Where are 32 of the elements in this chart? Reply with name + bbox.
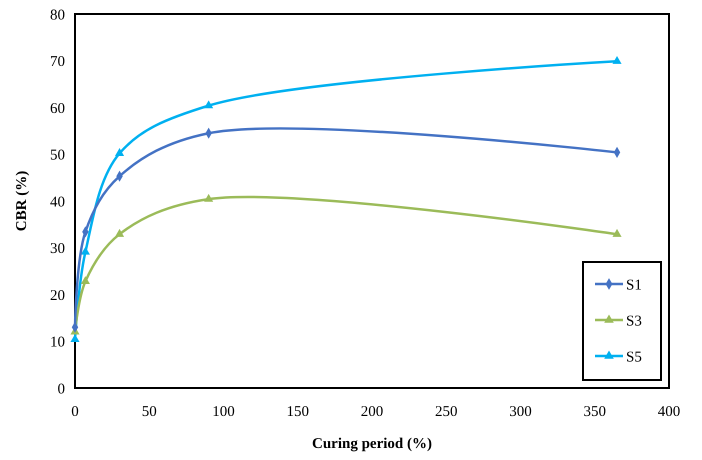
point xyxy=(204,194,214,202)
y-tick-label: 10 xyxy=(50,334,65,350)
y-tick-label: 40 xyxy=(50,194,65,210)
y-tick-label: 60 xyxy=(50,100,65,117)
point xyxy=(114,148,124,156)
point xyxy=(80,246,90,255)
point xyxy=(80,276,90,284)
x-tick-label: 300 xyxy=(509,404,532,420)
legend-label: S1 xyxy=(626,277,642,294)
x-tick-label: 0 xyxy=(71,404,79,420)
x-tick-label: 200 xyxy=(360,404,384,420)
x-tick-label: 400 xyxy=(658,404,680,420)
y-axis-title: CBR (%) xyxy=(14,170,30,232)
y-tick-label: 20 xyxy=(50,288,65,304)
legend-label: S5 xyxy=(626,349,642,366)
x-tick-label: 50 xyxy=(142,404,157,420)
x-tick-label: 350 xyxy=(584,404,606,420)
point xyxy=(70,334,80,342)
x-tick-label: 150 xyxy=(286,404,309,420)
y-tick-label: 30 xyxy=(50,241,65,257)
legend-label: S3 xyxy=(626,313,642,330)
y-tick-label: 80 xyxy=(50,7,65,24)
point xyxy=(114,228,124,237)
x-axis-title: Curing period (%) xyxy=(312,436,432,452)
x-tick-label: 100 xyxy=(212,404,235,420)
y-tick-label: 50 xyxy=(50,148,65,164)
y-tick-label: 0 xyxy=(58,381,65,398)
point xyxy=(612,228,622,237)
x-tick-label: 250 xyxy=(435,404,458,420)
y-tick-label: 70 xyxy=(50,54,65,70)
point xyxy=(612,56,622,64)
point xyxy=(204,100,214,108)
